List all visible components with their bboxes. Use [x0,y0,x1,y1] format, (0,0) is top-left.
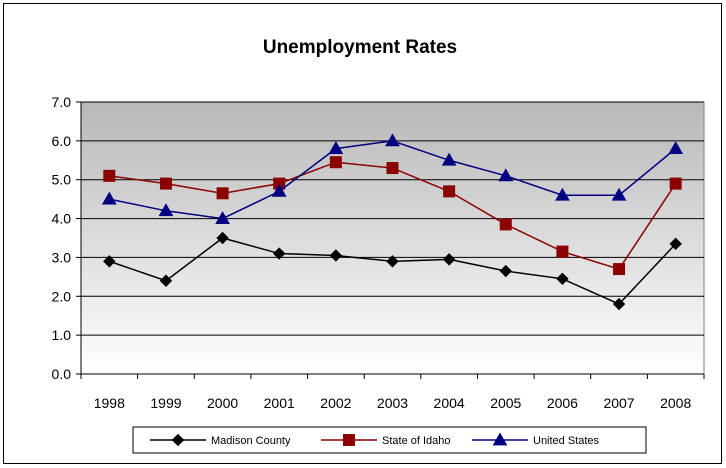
data-point-state-of-idaho [216,187,229,200]
data-point-united-states [158,203,174,217]
data-point-state-of-idaho [103,169,116,182]
legend-box [132,426,647,454]
y-tick-label: 3.0 [52,249,72,265]
data-point-madison-county [159,274,173,287]
data-point-united-states [555,187,570,201]
data-point-united-states [101,191,117,205]
x-tick-label: 2000 [207,395,238,411]
y-tick-label: 6.0 [52,133,72,149]
data-point-united-states [385,133,400,147]
data-point-united-states [271,183,287,197]
y-tick-label: 0.0 [52,366,72,382]
data-point-madison-county [216,231,229,245]
x-tick-label: 2003 [377,395,408,411]
y-tick-label: 1.0 [52,327,72,343]
data-point-madison-county [103,255,116,268]
legend-label-united-states: United States [533,435,600,447]
data-point-madison-county [612,297,626,311]
data-point-united-states [441,152,457,166]
data-point-state-of-idaho [159,177,172,190]
x-tick-label: 1999 [150,395,181,411]
data-point-united-states [611,187,627,201]
y-tick-label: 4.0 [52,211,72,227]
x-tick-label: 1998 [94,395,125,411]
data-point-united-states [215,211,230,224]
data-point-madison-county [499,264,512,278]
data-point-madison-county [386,255,399,268]
data-point-state-of-idaho [499,218,512,231]
data-point-state-of-idaho [443,185,456,198]
y-tick-label: 2.0 [52,288,72,304]
line-chart: Unemployment Rates 0.0 1.0 2.0 3.0 4.0 5.0 6.0… [52,37,705,454]
x-tick-label: 2001 [264,395,295,411]
y-tick-label: 7.0 [52,94,72,110]
x-tick-label: 2002 [320,395,351,411]
legend-label-madison-county: Madison County [211,435,291,447]
x-tick-label: 2005 [490,395,521,411]
data-point-united-states [498,168,514,182]
data-point-madison-county [669,237,682,251]
data-point-madison-county [556,272,569,286]
legend-marker-united-states [492,432,508,446]
legend-marker-state-of-idaho [343,434,355,446]
legend-marker-madison-county [171,433,185,447]
legend-label-state-of-idaho: State of Idaho [382,435,451,447]
y-tick-label: 5.0 [52,172,72,188]
data-point-state-of-idaho [669,177,682,190]
data-point-madison-county [273,247,286,260]
legend: Madison County State of Idaho United State… [132,426,647,454]
data-point-state-of-idaho [556,245,569,258]
data-point-state-of-idaho [386,162,399,175]
x-tick-label: 2007 [603,395,634,411]
data-point-madison-county [329,249,343,262]
x-tick-label: 2004 [434,395,465,411]
chart-title: Unemployment Rates [263,37,457,58]
plot-area: 0.0 1.0 2.0 3.0 4.0 5.0 6.0 7.0 1998 1999 2000 2001… [52,94,705,411]
data-point-united-states [668,141,684,155]
plot-background [80,101,705,375]
data-point-state-of-idaho [613,263,626,276]
x-tick-label: 2006 [547,395,578,411]
data-point-state-of-idaho [329,156,342,169]
data-point-madison-county [442,253,456,266]
chart-frame: Unemployment Rates 0.0 1.0 2.0 3.0 4.0 5.0 6.0… [3,3,722,464]
x-tick-label: 2008 [660,395,691,411]
data-point-united-states [328,141,344,155]
